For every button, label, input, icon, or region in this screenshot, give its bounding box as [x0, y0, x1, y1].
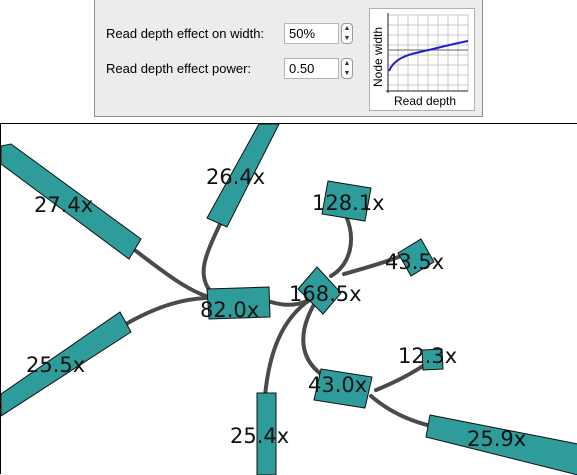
node-label: 25.9x [467, 427, 526, 451]
mini-chart-xlabel: Read depth [394, 94, 456, 108]
graph-node-82-0x[interactable] [206, 286, 271, 320]
node-label: 12.3x [398, 344, 457, 368]
graph-edge[interactable] [201, 220, 223, 294]
graph-node-128-1x[interactable] [321, 180, 372, 222]
graph-node-12-3x[interactable] [421, 348, 444, 371]
graph-node-labels: 27.4x 26.4x 25.5x 82.0x 128.1x 168.5x 43… [26, 165, 526, 451]
graph-edge[interactable] [329, 214, 353, 278]
power-effect-stepper[interactable]: ▲ ▼ [341, 58, 353, 79]
node-label: 26.4x [206, 165, 265, 189]
graph-edge[interactable] [134, 249, 208, 298]
graph-nodes [1, 124, 577, 475]
node-label: 25.4x [230, 424, 289, 448]
node-label: 43.5x [385, 250, 444, 274]
chevron-down-icon[interactable]: ▼ [343, 34, 351, 42]
chevron-up-icon[interactable]: ▲ [343, 25, 351, 32]
graph-edge[interactable] [374, 362, 428, 392]
node-label: 82.0x [200, 298, 259, 322]
settings-panel: Read depth effect on width: 50% ▲ ▼ Read… [94, 0, 483, 117]
mini-chart-grid [387, 14, 469, 91]
power-effect-input[interactable]: 0.50 [284, 58, 339, 79]
chevron-down-icon[interactable]: ▼ [343, 69, 351, 77]
node-label: 25.5x [26, 353, 85, 377]
node-label: 128.1x [312, 191, 385, 215]
graph-edge[interactable] [342, 254, 403, 276]
graph-node-27-4x[interactable] [1, 143, 142, 260]
graph-edge[interactable] [263, 297, 313, 398]
node-label: 168.5x [289, 282, 362, 306]
graph-edge[interactable] [301, 299, 323, 376]
assembly-graph-svg[interactable]: 27.4x 26.4x 25.5x 82.0x 128.1x 168.5x 43… [1, 124, 577, 475]
node-label: 43.0x [308, 373, 367, 397]
power-effect-label: Read depth effect power: [106, 61, 252, 76]
graph-node-168-5x[interactable] [297, 266, 342, 315]
width-effect-label: Read depth effect on width: [106, 26, 265, 41]
width-effect-stepper[interactable]: ▲ ▼ [341, 23, 353, 44]
graph-edge[interactable] [369, 394, 433, 428]
assembly-graph-view[interactable]: 27.4x 26.4x 25.5x 82.0x 128.1x 168.5x 43… [0, 123, 577, 475]
graph-node-25-9x[interactable] [425, 414, 577, 475]
width-effect-input[interactable]: 50% [284, 23, 339, 44]
graph-node-43-0x[interactable] [313, 368, 373, 409]
mini-chart-curve [388, 40, 469, 72]
mini-chart-svg: Node width Read depth [371, 13, 469, 108]
graph-node-25-5x[interactable] [1, 311, 132, 417]
chevron-up-icon[interactable]: ▲ [343, 60, 351, 67]
mini-chart-ylabel: Node width [371, 27, 385, 87]
graph-edges [124, 214, 433, 428]
graph-node-25-4x[interactable] [256, 392, 277, 475]
graph-node-43-5x[interactable] [397, 238, 435, 277]
read-depth-width-chart: Node width Read depth [369, 8, 475, 111]
graph-node-26-4x[interactable] [206, 124, 280, 228]
node-label: 27.4x [34, 193, 93, 217]
graph-edge[interactable] [124, 296, 208, 326]
